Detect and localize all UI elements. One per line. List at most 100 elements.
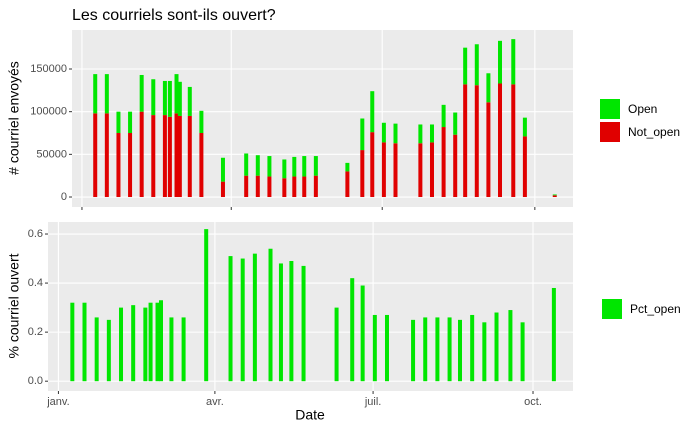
bar [551, 287, 556, 382]
bar [155, 302, 160, 382]
bar [313, 175, 318, 198]
bar [360, 150, 365, 198]
bar [393, 143, 398, 198]
legend-label: Open [628, 102, 657, 116]
bar [119, 307, 124, 382]
bar [520, 322, 525, 382]
bar [552, 195, 557, 198]
bar [220, 181, 225, 198]
legend-key [600, 122, 620, 142]
bar [447, 317, 452, 382]
bar [345, 171, 350, 198]
bar [441, 104, 446, 128]
bar [384, 314, 389, 382]
x-axis-label: Date [295, 407, 325, 423]
bar [93, 74, 98, 114]
bar [552, 194, 557, 196]
bar [453, 112, 458, 135]
bar [292, 156, 297, 177]
bar [131, 305, 136, 382]
bar [370, 91, 375, 133]
bar [522, 136, 527, 198]
bar [94, 317, 99, 382]
bar [174, 74, 179, 114]
y-tick-label: 50000 [36, 148, 67, 160]
bar [381, 142, 386, 198]
bar [453, 134, 458, 198]
bar [93, 113, 98, 198]
bar [244, 175, 249, 198]
bar [151, 79, 156, 116]
bar [278, 263, 283, 382]
bar [522, 117, 527, 137]
bar [474, 85, 479, 198]
bar [282, 178, 287, 198]
bar [435, 317, 440, 382]
x-tick-label: juil. [364, 396, 382, 408]
bar [302, 176, 307, 198]
bar [486, 73, 491, 103]
legend-label: Pct_open [630, 302, 681, 316]
bar [169, 317, 174, 382]
bar [104, 74, 109, 114]
bar [187, 86, 192, 116]
bar [70, 302, 75, 382]
bar [292, 176, 297, 198]
bar [474, 44, 479, 86]
bar [498, 40, 503, 84]
bar [148, 302, 153, 382]
y-tick-label: 0.0 [28, 375, 43, 387]
bar [411, 319, 416, 382]
bar [381, 122, 386, 143]
y-tick-label: 0.6 [28, 228, 43, 240]
legend-key [602, 299, 622, 319]
bar [486, 102, 491, 198]
bar [418, 124, 423, 144]
bar [282, 159, 287, 179]
x-tick-label: avr. [206, 396, 224, 408]
bar [268, 248, 273, 382]
bar [82, 302, 87, 382]
bar [228, 256, 233, 382]
bar [360, 118, 365, 151]
bar [199, 133, 204, 198]
y-tick-label: 0.2 [28, 326, 43, 338]
bar [350, 278, 355, 382]
bar [289, 261, 294, 382]
x-tick-label: janv. [46, 396, 69, 408]
bar [167, 116, 172, 198]
bar [511, 84, 516, 198]
x-tick-label: oct. [524, 396, 542, 408]
bar [167, 80, 172, 117]
bar [267, 176, 272, 198]
bar [162, 115, 167, 198]
bar [511, 39, 516, 85]
bar [106, 319, 111, 382]
bar [116, 133, 121, 198]
bar [220, 157, 225, 182]
bar [429, 124, 434, 143]
bar [240, 258, 245, 382]
bar [301, 265, 306, 382]
bar [255, 175, 260, 198]
bar [372, 314, 377, 382]
y-tick-label: 150000 [30, 63, 67, 75]
plot-panel [48, 222, 573, 391]
legend-key [600, 99, 620, 119]
bar [360, 285, 365, 382]
bar [139, 74, 144, 112]
bar [158, 300, 163, 382]
bar [199, 110, 204, 134]
bar [116, 111, 121, 134]
bar [458, 319, 463, 382]
bar [128, 133, 133, 198]
bar [334, 307, 339, 382]
bar [177, 81, 182, 116]
bar [143, 307, 148, 382]
bar [204, 229, 209, 382]
bar [267, 156, 272, 177]
bar [181, 317, 186, 382]
legend-label: Not_open [628, 125, 680, 139]
bar [252, 253, 257, 382]
